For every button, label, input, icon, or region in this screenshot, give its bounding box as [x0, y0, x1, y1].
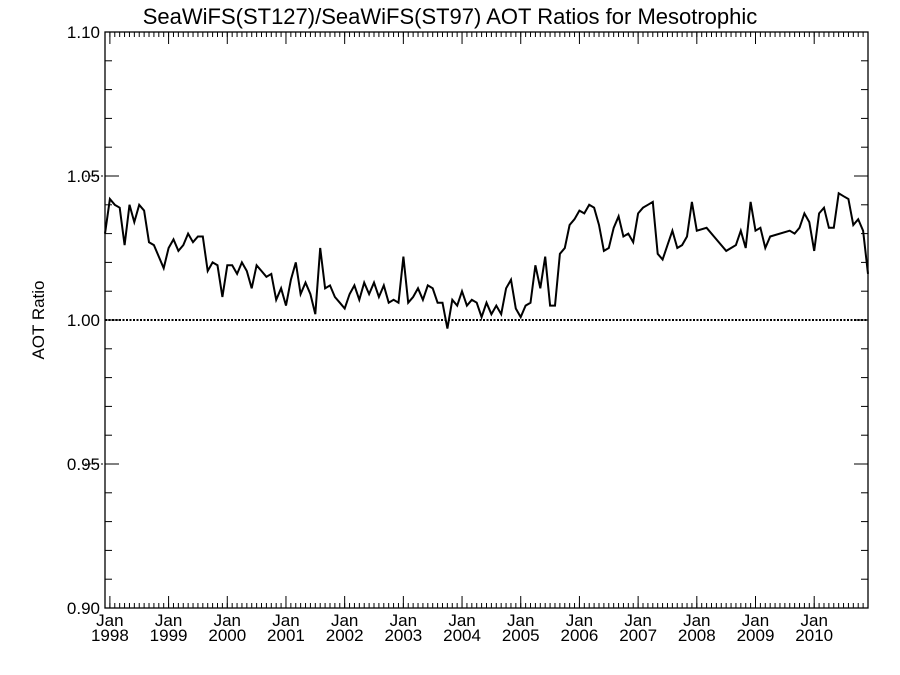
x-tick-label-year: 2000: [208, 626, 246, 645]
x-tick-label-month: Jan: [155, 611, 182, 630]
x-tick-label-month: Jan: [331, 611, 358, 630]
chart-title: SeaWiFS(ST127)/SeaWiFS(ST97) AOT Ratios …: [142, 4, 758, 29]
x-tick-label-year: 2001: [267, 626, 305, 645]
x-tick-label-year: 2005: [502, 626, 540, 645]
y-tick-label: 0.95: [67, 455, 100, 474]
x-tick-label-month: Jan: [683, 611, 710, 630]
y-tick-label: 1.05: [67, 167, 100, 186]
x-tick-label-month: Jan: [507, 611, 534, 630]
x-tick-label-month: Jan: [448, 611, 475, 630]
x-tick-label-year: 1999: [150, 626, 188, 645]
x-tick-label-year: 2008: [678, 626, 716, 645]
x-tick-label-month: Jan: [624, 611, 651, 630]
x-tick-label-month: Jan: [566, 611, 593, 630]
y-tick-label: 1.10: [67, 23, 100, 42]
x-tick-label-year: 2002: [326, 626, 364, 645]
y-axis-label: AOT Ratio: [29, 280, 48, 359]
x-tick-label-month: Jan: [390, 611, 417, 630]
x-tick-label-year: 2007: [619, 626, 657, 645]
y-tick-label: 0.90: [67, 599, 100, 618]
y-tick-label: 1.00: [67, 311, 100, 330]
x-tick-label-year: 2004: [443, 626, 481, 645]
x-tick-label-year: 2003: [384, 626, 422, 645]
series-group: [104, 191, 869, 329]
y-axis-ticks: 0.90 0.95 1.00 1.05 1.10: [67, 23, 868, 618]
x-axis-ticks: Jan1998Jan1999Jan2000Jan2001Jan2002Jan20…: [91, 32, 869, 645]
x-tick-label-month: Jan: [800, 611, 827, 630]
x-tick-label-month: Jan: [214, 611, 241, 630]
x-tick-label-year: 2010: [795, 626, 833, 645]
x-tick-label-month: Jan: [742, 611, 769, 630]
series-line: [104, 191, 869, 329]
x-tick-label-year: 2009: [737, 626, 775, 645]
x-tick-label-month: Jan: [272, 611, 299, 630]
x-tick-label-year: 1998: [91, 626, 129, 645]
x-tick-label-year: 2006: [561, 626, 599, 645]
x-tick-label-month: Jan: [96, 611, 123, 630]
